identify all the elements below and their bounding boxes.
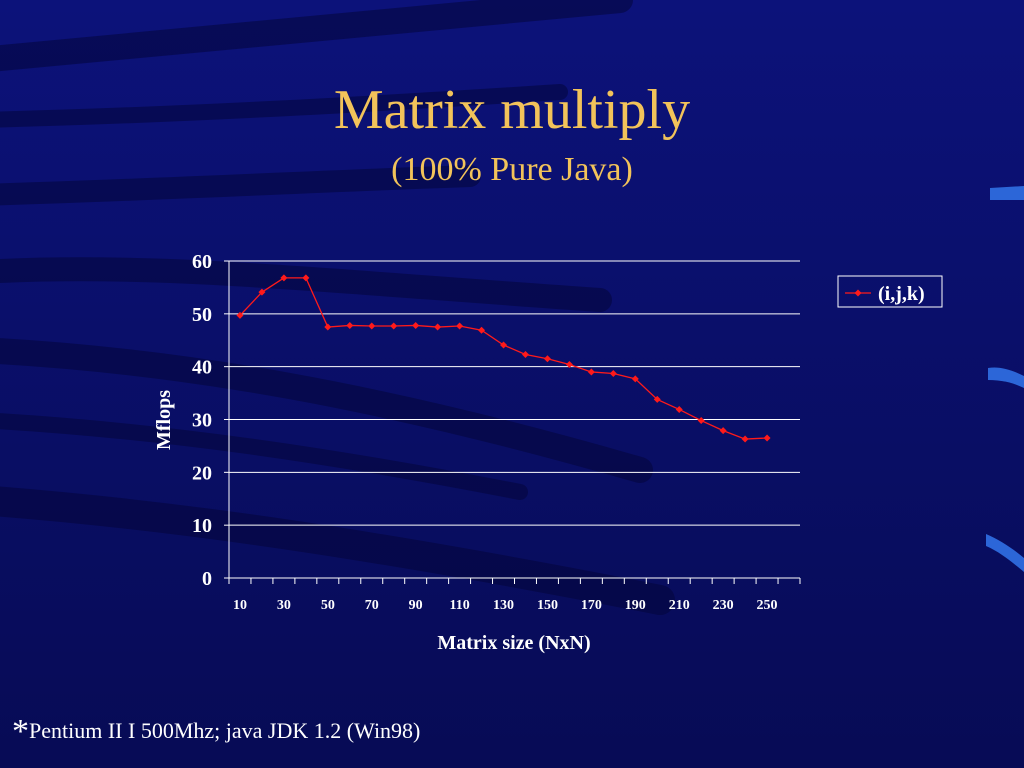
data-point — [258, 288, 266, 296]
y-tick-label: 30 — [192, 410, 212, 432]
x-tick-label: 30 — [277, 598, 291, 613]
data-point — [324, 323, 332, 331]
legend-label: (i,j,k) — [878, 283, 925, 305]
x-tick-label: 170 — [581, 598, 602, 613]
y-axis-label: Mflops — [153, 390, 175, 450]
footnote-marker: * — [12, 713, 29, 750]
data-point — [609, 370, 617, 378]
footnote-text: Pentium II I 500Mhz; java JDK 1.2 (Win98… — [29, 718, 421, 743]
data-point — [390, 322, 398, 330]
data-point — [543, 355, 551, 363]
slide-subtitle: (100% Pure Java) — [391, 151, 633, 188]
series-line — [239, 277, 768, 440]
data-point — [280, 274, 288, 282]
data-point — [456, 322, 464, 330]
y-tick-label: 10 — [192, 515, 212, 537]
y-tick-label: 50 — [192, 304, 212, 326]
y-tick-label: 60 — [192, 251, 212, 273]
y-tick-label: 20 — [192, 462, 212, 484]
data-point — [478, 326, 486, 334]
x-tick-label: 90 — [409, 598, 423, 613]
x-tick-label: 250 — [757, 598, 778, 613]
data-point — [587, 368, 595, 376]
data-point — [346, 321, 354, 329]
data-point — [521, 351, 529, 359]
x-tick-label: 210 — [669, 598, 690, 613]
x-tick-label: 230 — [713, 598, 734, 613]
data-point — [697, 417, 705, 425]
x-tick-label: 150 — [537, 598, 558, 613]
data-point — [236, 311, 244, 319]
x-tick-label: 190 — [625, 598, 646, 613]
data-point — [631, 375, 639, 383]
data-point — [500, 341, 508, 349]
data-point — [412, 321, 420, 329]
y-tick-label: 0 — [202, 568, 212, 590]
x-axis-label: Matrix size (NxN) — [437, 632, 590, 654]
y-tick-label: 40 — [192, 357, 212, 379]
x-tick-label: 50 — [321, 598, 335, 613]
data-point — [653, 395, 661, 403]
x-tick-label: 110 — [449, 598, 469, 613]
footnote: *Pentium II I 500Mhz; java JDK 1.2 (Win9… — [12, 713, 421, 750]
data-point — [368, 322, 376, 330]
data-point — [763, 434, 771, 442]
data-point — [675, 405, 683, 413]
data-point — [302, 274, 310, 282]
data-point — [434, 323, 442, 331]
x-tick-label: 130 — [493, 598, 514, 613]
x-tick-label: 10 — [233, 598, 247, 613]
data-point — [741, 435, 749, 443]
legend-box — [837, 275, 943, 308]
x-tick-label: 70 — [365, 598, 379, 613]
data-point — [565, 361, 573, 369]
data-point — [719, 427, 727, 435]
legend-marker — [854, 289, 862, 297]
decorative-stripes — [986, 186, 1024, 572]
slide-title: Matrix multiply — [333, 79, 691, 141]
